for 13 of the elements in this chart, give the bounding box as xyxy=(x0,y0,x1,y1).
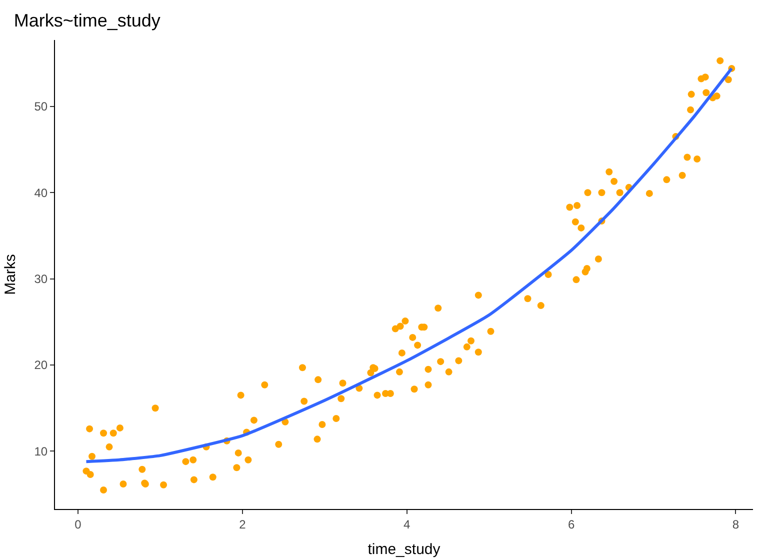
chart-title: Marks~time_study xyxy=(14,10,160,31)
y-tick-label: 40 xyxy=(34,186,48,200)
y-tick-label: 50 xyxy=(34,100,48,114)
x-tick-label: 0 xyxy=(74,517,82,532)
y-axis-title: Marks xyxy=(2,254,19,295)
y-tick-label: 20 xyxy=(34,358,48,372)
x-axis-title: time_study xyxy=(368,541,441,558)
y-tick-label: 30 xyxy=(34,272,48,286)
x-tick-label: 2 xyxy=(239,517,246,532)
x-tick-label: 6 xyxy=(568,517,575,532)
x-tick-label: 4 xyxy=(404,517,411,532)
x-tick-label: 8 xyxy=(732,517,740,532)
y-tick-label: 10 xyxy=(34,444,48,458)
